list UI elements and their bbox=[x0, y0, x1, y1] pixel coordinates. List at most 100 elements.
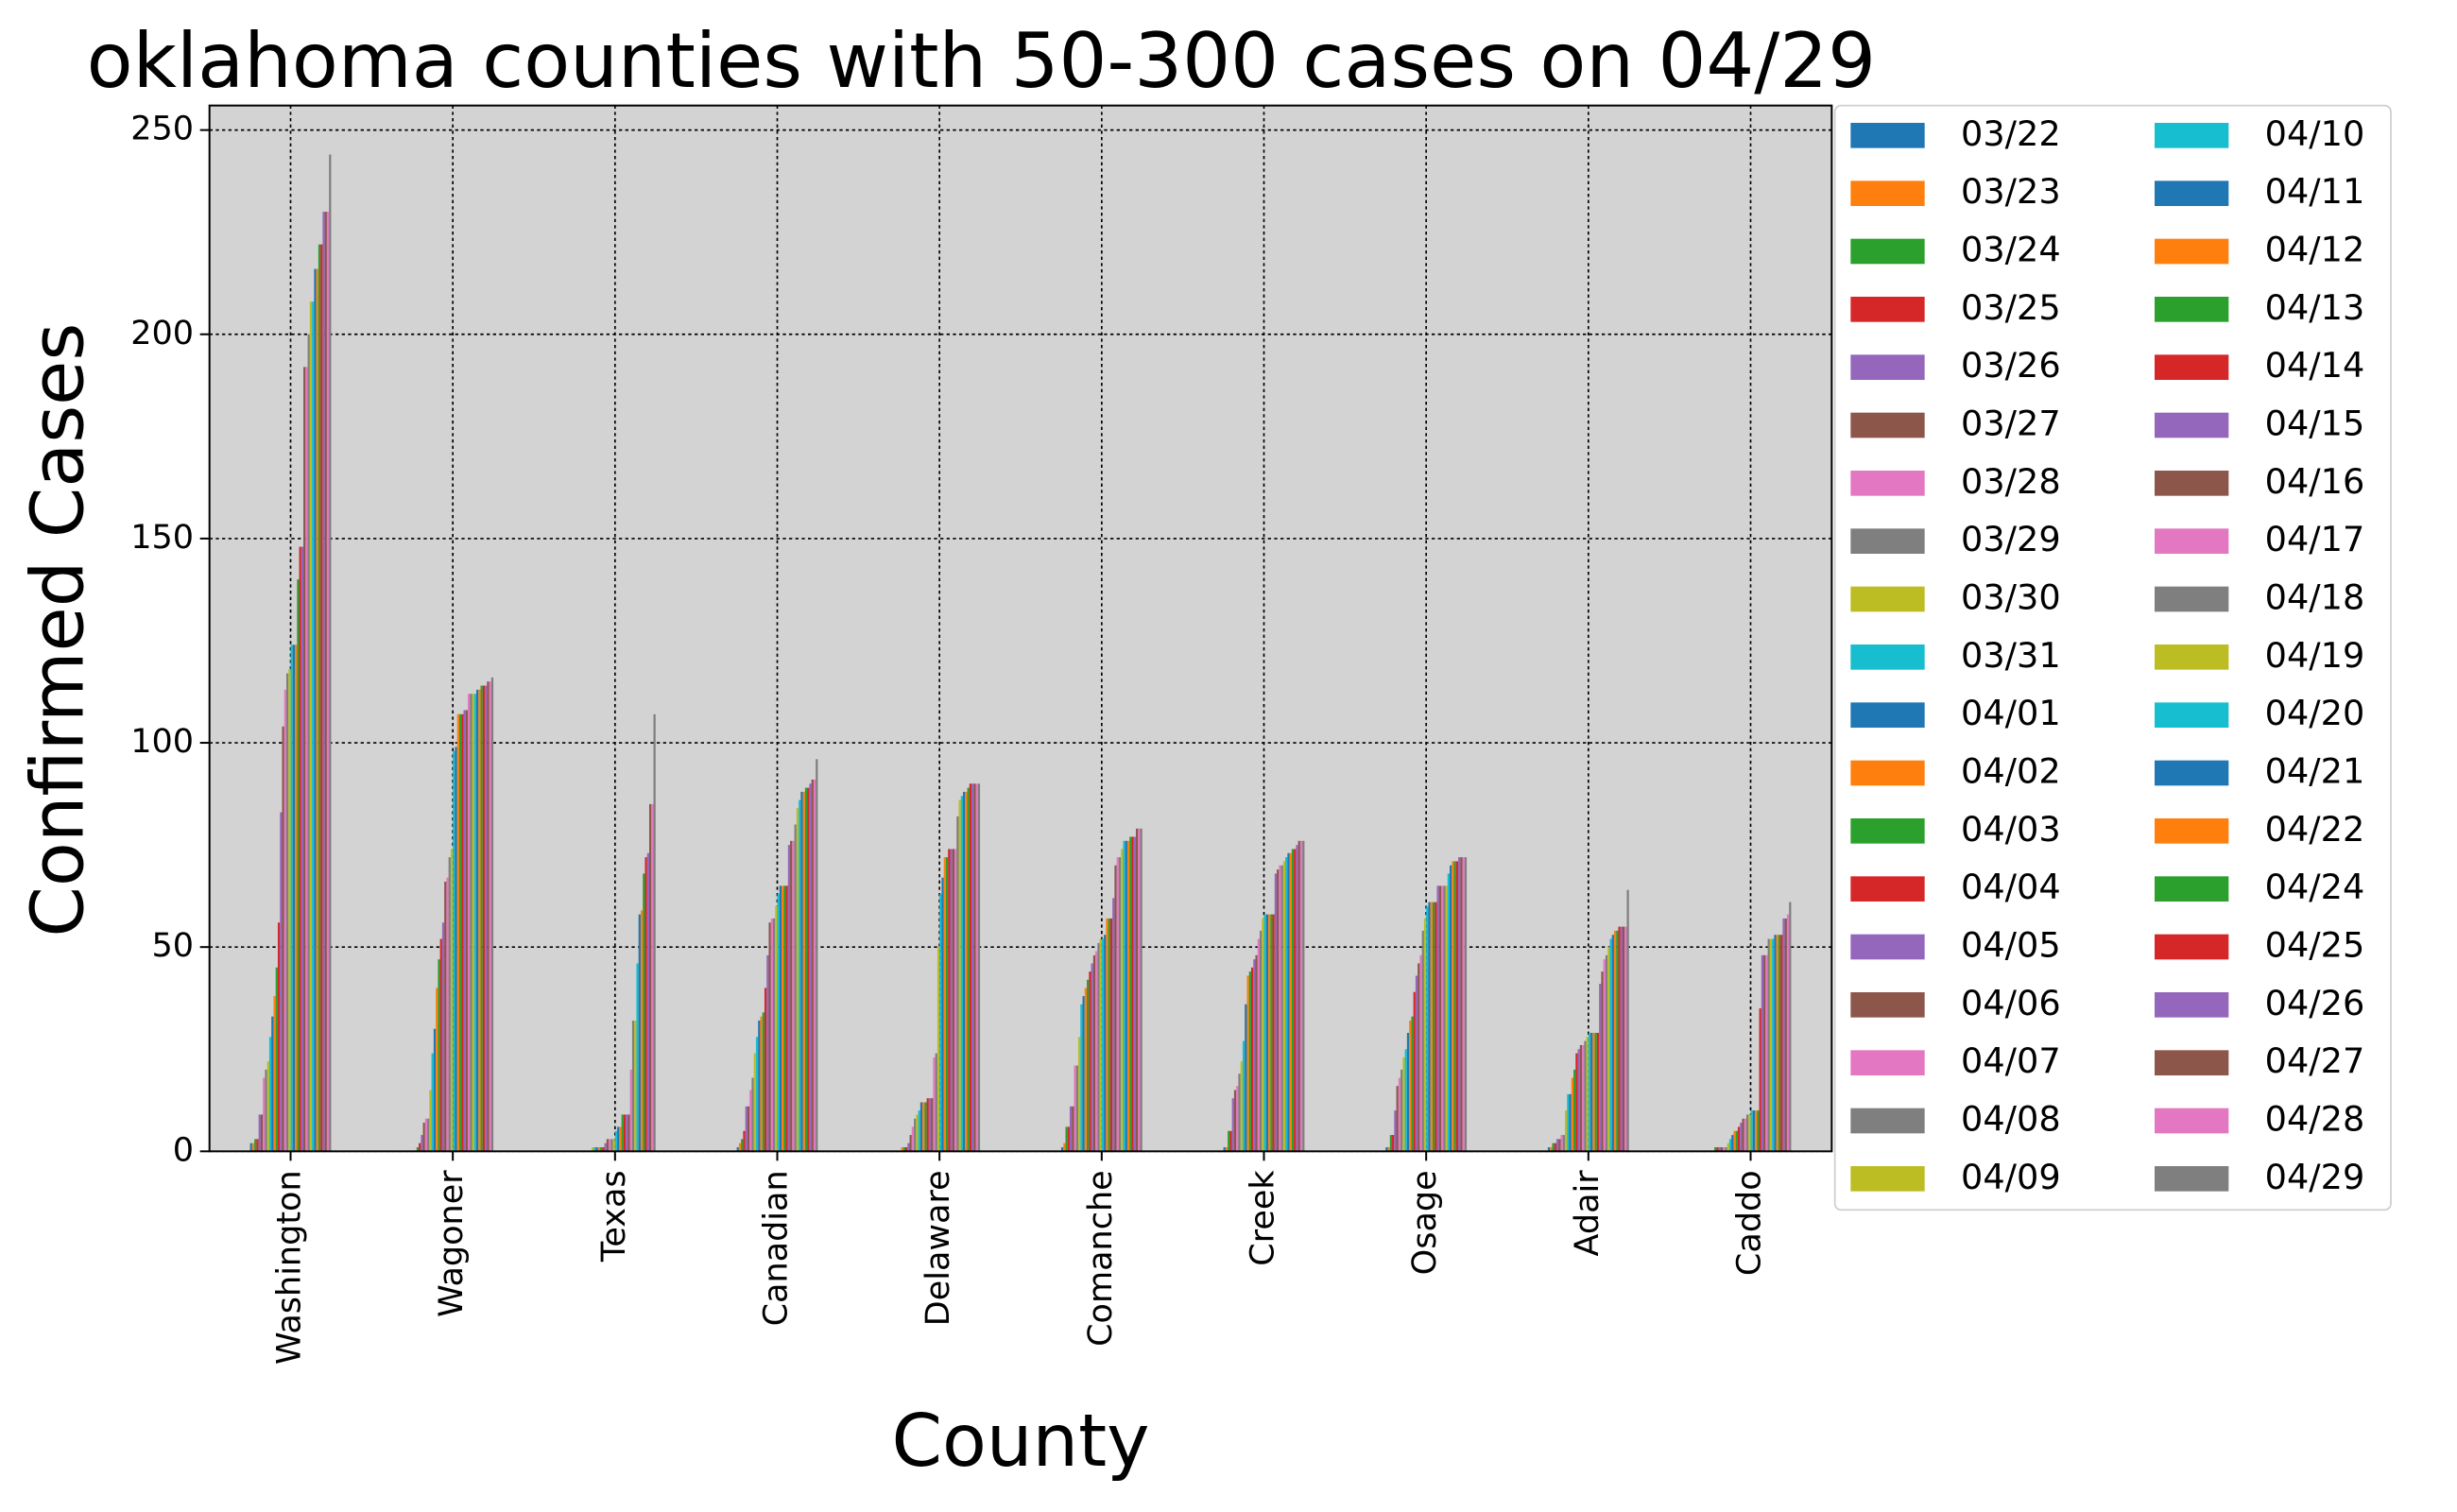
bar bbox=[600, 1147, 603, 1152]
bar bbox=[749, 1090, 752, 1152]
bar bbox=[1419, 954, 1422, 1152]
bar bbox=[450, 849, 454, 1152]
legend-swatch bbox=[2155, 412, 2229, 438]
legend-label: 04/08 bbox=[1961, 1098, 2061, 1139]
bar bbox=[1596, 1032, 1600, 1152]
bar bbox=[1620, 926, 1623, 1152]
legend-swatch bbox=[1850, 354, 1925, 380]
bar bbox=[282, 726, 284, 1152]
bar bbox=[975, 783, 978, 1152]
bar bbox=[1250, 967, 1254, 1152]
legend-swatch bbox=[1850, 123, 1925, 148]
bar bbox=[1435, 902, 1437, 1152]
bar bbox=[1387, 1147, 1390, 1152]
bar bbox=[738, 1143, 742, 1152]
bar bbox=[1112, 898, 1115, 1152]
bar bbox=[1599, 984, 1602, 1152]
bar bbox=[1430, 902, 1433, 1152]
bar bbox=[1765, 954, 1768, 1152]
bar bbox=[790, 840, 793, 1152]
bar bbox=[799, 799, 801, 1152]
bar bbox=[977, 783, 981, 1152]
chart-title: oklahoma counties with 50-300 cases on 0… bbox=[87, 17, 1876, 105]
bar bbox=[1552, 1143, 1555, 1152]
x-tick-label: Wagoner bbox=[433, 1170, 471, 1317]
bar bbox=[307, 334, 310, 1152]
bar bbox=[1299, 840, 1303, 1152]
bar bbox=[905, 1147, 908, 1152]
legend-label: 04/05 bbox=[1961, 925, 2061, 966]
legend-swatch bbox=[2155, 760, 2229, 786]
bar bbox=[960, 796, 964, 1152]
bar bbox=[1246, 975, 1249, 1152]
bar bbox=[489, 681, 491, 1152]
bar bbox=[1394, 1110, 1397, 1152]
bar bbox=[1415, 975, 1418, 1152]
bar bbox=[419, 1143, 421, 1152]
bar bbox=[1398, 1077, 1401, 1152]
bar bbox=[1106, 918, 1108, 1152]
legend-label: 03/23 bbox=[1961, 171, 2061, 212]
bar bbox=[1302, 840, 1305, 1152]
legend-label: 03/25 bbox=[1961, 287, 2061, 328]
bar bbox=[1421, 930, 1424, 1152]
bar bbox=[1101, 938, 1105, 1152]
bar bbox=[1725, 1147, 1727, 1152]
x-tick-label: Caddo bbox=[1731, 1170, 1769, 1276]
legend-label: 04/17 bbox=[2265, 519, 2365, 559]
bar bbox=[1737, 1126, 1741, 1152]
bar bbox=[1253, 959, 1256, 1152]
legend-label: 04/27 bbox=[2265, 1040, 2365, 1081]
bar bbox=[636, 963, 639, 1152]
bar bbox=[595, 1147, 598, 1152]
bar bbox=[1138, 828, 1141, 1152]
bar bbox=[461, 713, 464, 1152]
bar bbox=[1291, 849, 1295, 1152]
legend-label: 04/03 bbox=[1961, 809, 2061, 850]
x-tick-label: Adair bbox=[1569, 1170, 1606, 1257]
bar bbox=[777, 893, 780, 1152]
bar bbox=[1280, 865, 1283, 1152]
bar bbox=[312, 301, 315, 1152]
bar bbox=[1077, 1037, 1081, 1152]
bar bbox=[1569, 1093, 1572, 1152]
bar bbox=[1613, 930, 1617, 1152]
bar bbox=[1588, 1032, 1591, 1152]
bar bbox=[1447, 873, 1451, 1152]
bar bbox=[1767, 938, 1770, 1152]
bar bbox=[1109, 918, 1113, 1152]
bar bbox=[431, 1053, 434, 1152]
bar bbox=[1255, 954, 1258, 1152]
plot-frame bbox=[208, 104, 1833, 1153]
bar bbox=[617, 1126, 620, 1152]
legend-label: 04/04 bbox=[1961, 867, 2061, 907]
legend-label: 04/29 bbox=[2265, 1157, 2365, 1197]
bar bbox=[1436, 885, 1439, 1152]
bar bbox=[1225, 1147, 1228, 1152]
bar bbox=[1609, 938, 1612, 1152]
bar bbox=[1426, 905, 1429, 1152]
bar bbox=[745, 1106, 747, 1152]
bar bbox=[1445, 885, 1448, 1152]
bar bbox=[427, 1118, 430, 1152]
bar bbox=[952, 849, 954, 1152]
bar bbox=[796, 808, 799, 1152]
bar bbox=[792, 840, 795, 1152]
bar bbox=[1560, 1135, 1563, 1152]
bar bbox=[935, 1053, 937, 1152]
bar bbox=[1116, 857, 1119, 1152]
legend-swatch bbox=[1850, 1108, 1925, 1134]
bar bbox=[1274, 873, 1278, 1152]
bar bbox=[918, 1110, 920, 1152]
bar bbox=[950, 849, 953, 1152]
legend-swatch bbox=[1850, 528, 1925, 554]
bar bbox=[465, 710, 468, 1152]
bar bbox=[1114, 865, 1117, 1152]
bar bbox=[1714, 1147, 1717, 1152]
bar bbox=[651, 803, 654, 1152]
legend-label: 04/02 bbox=[1961, 751, 2061, 792]
bar bbox=[1550, 1147, 1553, 1152]
bar bbox=[268, 1037, 272, 1152]
bar bbox=[299, 546, 301, 1152]
bar bbox=[1063, 1143, 1066, 1152]
